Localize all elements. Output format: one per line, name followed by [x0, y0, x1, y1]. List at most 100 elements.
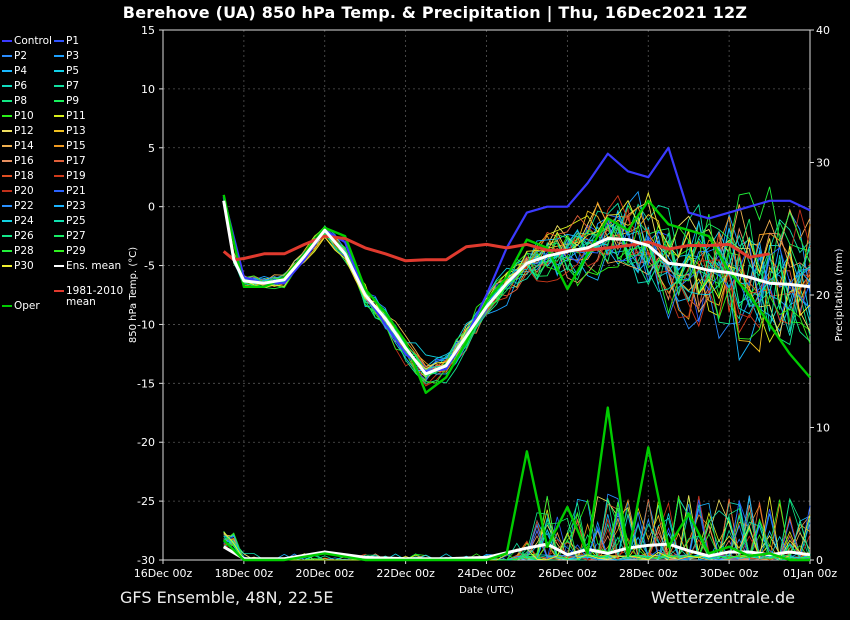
- legend-label: P24: [14, 215, 34, 227]
- legend-swatch: [2, 130, 12, 132]
- legend-swatch: [2, 235, 12, 237]
- legend-item-oper: Oper: [2, 299, 40, 313]
- legend-item-p12: P12: [2, 124, 34, 138]
- legend-swatch: [54, 55, 64, 57]
- legend-label: P4: [14, 65, 28, 77]
- legend-item-p14: P14: [2, 139, 34, 153]
- x-tick-label: 20Dec 00z: [295, 567, 354, 580]
- y2-tick-label: 20: [816, 289, 830, 302]
- member-line-p19: [223, 194, 811, 387]
- legend-label: P28: [14, 245, 34, 257]
- footer-model-info: GFS Ensemble, 48N, 22.5E: [120, 588, 334, 607]
- legend-label: P16: [14, 155, 34, 167]
- legend-label: Oper: [14, 300, 40, 312]
- legend-item-p22: P22: [2, 199, 34, 213]
- legend-swatch: [54, 205, 64, 207]
- x-tick-label: 30Dec 00z: [700, 567, 759, 580]
- legend-swatch: [54, 160, 64, 162]
- x-axis-title: Date (UTC): [459, 585, 514, 596]
- y2-tick-label: 40: [816, 24, 830, 37]
- legend-label: P1: [66, 35, 80, 47]
- legend-swatch: [54, 175, 64, 177]
- legend-item-p6: P6: [2, 79, 27, 93]
- highlight-lines: [222, 146, 811, 562]
- legend-item-p7: P7: [54, 79, 79, 93]
- legend-label: P23: [66, 200, 86, 212]
- legend-swatch: [2, 305, 12, 307]
- legend-label: P7: [66, 80, 80, 92]
- legend-item-p29: P29: [54, 244, 86, 258]
- legend-swatch: [54, 100, 64, 102]
- legend-label: P8: [14, 95, 28, 107]
- y-tick-label: -25: [137, 495, 155, 508]
- series-line-ens-mean: [222, 200, 811, 376]
- y2-tick-label: 0: [816, 554, 823, 567]
- legend-item-p9: P9: [54, 94, 79, 108]
- y-tick-label: 15: [141, 24, 155, 37]
- legend-item-p4: P4: [2, 64, 27, 78]
- legend-swatch: [54, 145, 64, 147]
- legend-swatch: [2, 145, 12, 147]
- legend-swatch: [2, 70, 12, 72]
- y-axis-title: 850 hPa Temp. (°C): [128, 247, 139, 343]
- legend-label: P2: [14, 50, 28, 62]
- x-tick-label: 28Dec 00z: [619, 567, 678, 580]
- legend-item-p24: P24: [2, 214, 34, 228]
- legend-item-p20: P20: [2, 184, 34, 198]
- y-tick-label: -10: [137, 318, 155, 331]
- x-tick-label: 01Jan 00z: [783, 567, 837, 580]
- legend-item-p16: P16: [2, 154, 34, 168]
- legend-item-p5: P5: [54, 64, 79, 78]
- y2-tick-label: 10: [816, 422, 830, 435]
- legend-item-p10: P10: [2, 109, 34, 123]
- y-tick-label: -20: [137, 436, 155, 449]
- legend-label: P26: [14, 230, 34, 242]
- legend-label: P17: [66, 155, 86, 167]
- legend-label: P21: [66, 185, 86, 197]
- legend-label: P12: [14, 125, 34, 137]
- legend-item-p1: P1: [54, 34, 79, 48]
- legend-item-ens-mean: Ens. mean: [54, 259, 121, 273]
- legend-label: Control: [14, 35, 52, 47]
- legend-swatch: [2, 55, 12, 57]
- series-line-1981-2010-mean: [222, 234, 770, 263]
- x-tick-label: 26Dec 00z: [538, 567, 597, 580]
- y-tick-label: -30: [137, 554, 155, 567]
- legend-swatch: [54, 40, 64, 42]
- legend-item-control: Control: [2, 34, 52, 48]
- legend-item-p2: P2: [2, 49, 27, 63]
- legend-swatch: [54, 235, 64, 237]
- x-tick-label: 16Dec 00z: [134, 567, 193, 580]
- y-tick-label: 0: [148, 201, 155, 214]
- legend-swatch: [2, 265, 12, 267]
- legend-item-p27: P27: [54, 229, 86, 243]
- legend-label: P22: [14, 200, 34, 212]
- legend-swatch: [54, 265, 64, 267]
- x-tick-label: 24Dec 00z: [457, 567, 516, 580]
- y-tick-label: 5: [148, 142, 155, 155]
- y-tick-label: 10: [141, 83, 155, 96]
- legend-label: mean: [66, 296, 96, 308]
- y2-tick-label: 30: [816, 157, 830, 170]
- legend-label: Ens. mean: [66, 260, 122, 272]
- legend-label: P27: [66, 230, 86, 242]
- chart-title: Berehove (UA) 850 hPa Temp. & Precipitat…: [122, 3, 748, 22]
- legend-swatch: [54, 130, 64, 132]
- y2-axis-title: Precipitation (mm): [834, 248, 845, 341]
- legend-swatch: [54, 190, 64, 192]
- legend-swatch: [54, 115, 64, 117]
- legend-item-p23: P23: [54, 199, 86, 213]
- legend-label: P19: [66, 170, 86, 182]
- legend-item-p17: P17: [54, 154, 86, 168]
- y-tick-label: -15: [137, 377, 155, 390]
- legend-swatch: [54, 70, 64, 72]
- legend-label: P11: [66, 110, 86, 122]
- legend-swatch: [2, 220, 12, 222]
- axis-labels: 15 10 5 0 -5 -10 -15 -20 -25 -30 40 30 20 10 0 16Dec 00…: [128, 24, 845, 596]
- legend-label: 1981-2010: [66, 285, 124, 297]
- legend-swatch: [2, 175, 12, 177]
- legend-swatch: [2, 190, 12, 192]
- legend-item-p21: P21: [54, 184, 86, 198]
- member-line-p6: [223, 202, 811, 370]
- legend-item-p13: P13: [54, 124, 86, 138]
